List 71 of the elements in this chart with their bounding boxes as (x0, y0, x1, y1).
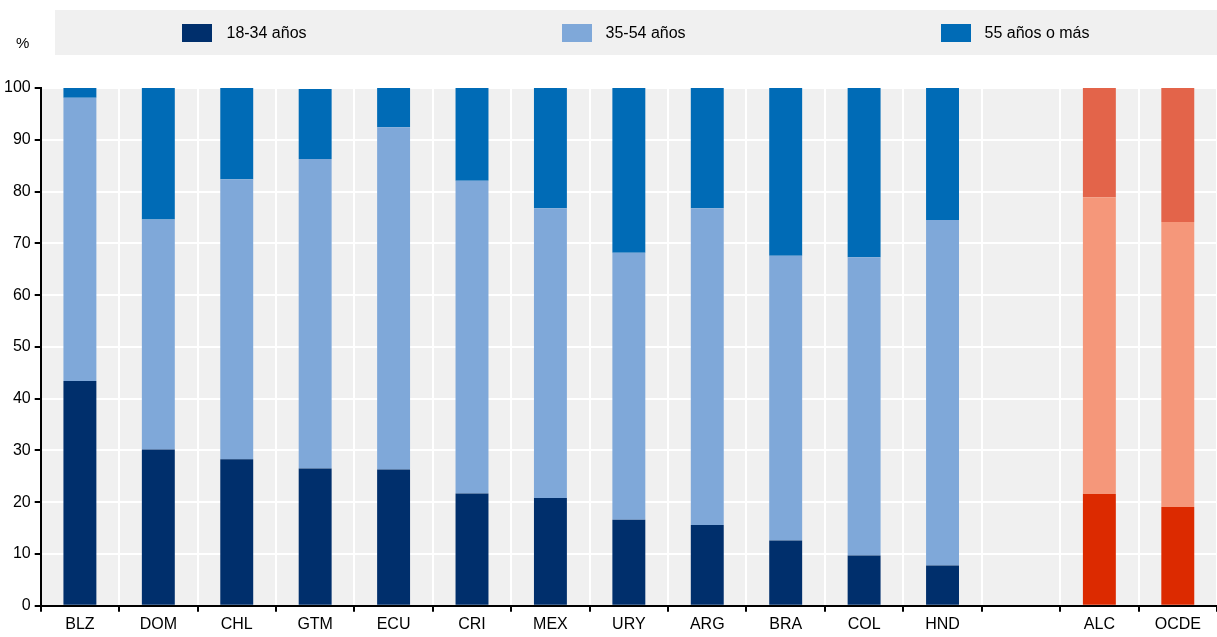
x-tick-label: MEX (533, 614, 569, 632)
bar (1161, 506, 1195, 605)
bar (455, 88, 489, 181)
bar (63, 97, 97, 382)
bar (377, 127, 411, 470)
x-tick-label: COL (847, 614, 881, 632)
bar (63, 88, 97, 98)
bar (533, 208, 567, 499)
y-tick-label: 70 (12, 233, 31, 251)
y-tick-label: 10 (12, 544, 31, 562)
bar (141, 219, 175, 450)
bar (220, 459, 254, 605)
bar (1082, 493, 1116, 605)
legend-label: 18-34 años (226, 23, 307, 42)
bar (847, 88, 881, 258)
bar (690, 88, 724, 209)
y-axis-title: % (16, 34, 30, 51)
bar (1082, 197, 1116, 494)
bar (1082, 88, 1116, 198)
bar (298, 158, 332, 469)
x-tick-label: BLZ (65, 614, 95, 632)
x-tick-label: OCDE (1154, 614, 1201, 632)
bar (847, 555, 881, 605)
y-tick-label: 20 (12, 492, 31, 510)
y-tick-label: 40 (12, 389, 31, 407)
bar (926, 220, 959, 566)
bar (377, 469, 411, 605)
x-tick-label: CRI (458, 614, 486, 632)
y-tick-label: 0 (21, 596, 31, 614)
bar (220, 88, 254, 180)
bar (533, 498, 567, 605)
legend-label: 55 años o más (984, 23, 1090, 42)
bar (141, 449, 175, 605)
bar (298, 89, 332, 159)
bar (377, 88, 411, 128)
bar (926, 88, 959, 221)
x-tick-label: URY (612, 614, 646, 632)
x-tick-label: GTM (297, 614, 333, 632)
x-tick-label: BRA (769, 614, 803, 632)
bar (769, 255, 803, 541)
bar (612, 88, 646, 253)
bar (298, 468, 332, 605)
x-tick-label: CHL (220, 614, 253, 632)
y-tick-label: 50 (12, 337, 31, 355)
bar (455, 493, 489, 605)
bar (769, 88, 803, 256)
bar (847, 257, 881, 556)
bar (612, 252, 646, 520)
bar (612, 519, 646, 605)
bar (690, 525, 724, 605)
bar (220, 179, 254, 460)
y-tick-label: 60 (12, 285, 31, 303)
bar (63, 381, 97, 605)
bar (769, 540, 803, 605)
legend-label: 35-54 años (605, 23, 686, 42)
y-tick-label: 90 (12, 130, 31, 148)
x-tick-label: ALC (1083, 614, 1115, 632)
bar (690, 208, 724, 526)
bar (926, 565, 959, 605)
y-tick-label: 30 (12, 440, 31, 458)
bar (455, 180, 489, 494)
x-tick-label: ARG (689, 614, 725, 632)
x-tick-label: HND (925, 614, 960, 632)
y-tick-label: 100 (3, 78, 31, 96)
y-tick-label: 80 (12, 181, 31, 199)
bar (141, 88, 175, 220)
x-tick-label: DOM (139, 614, 177, 632)
bar (533, 88, 567, 209)
x-tick-label: ECU (376, 614, 411, 632)
bar (1161, 222, 1195, 507)
bar (1161, 88, 1195, 223)
